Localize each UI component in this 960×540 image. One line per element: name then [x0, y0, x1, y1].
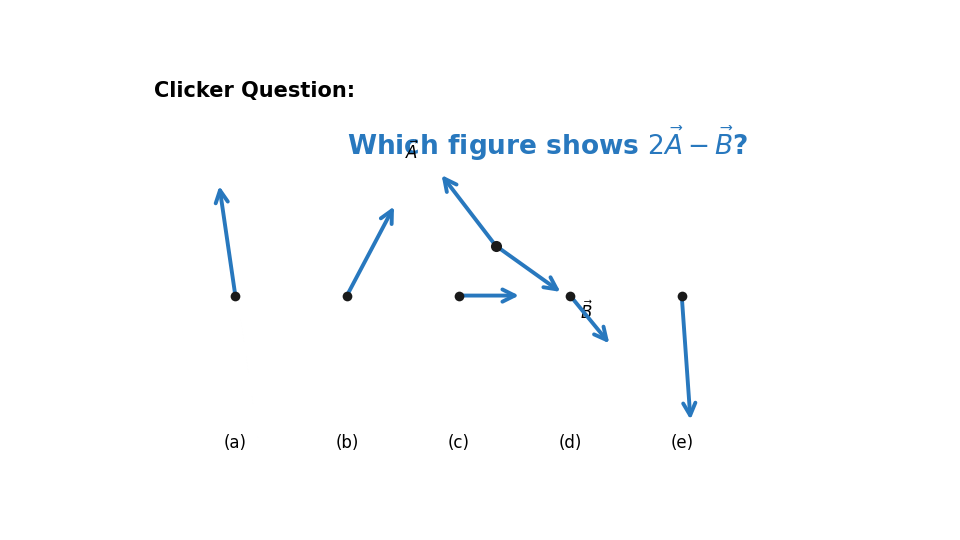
Text: $\vec{B}$: $\vec{B}$	[580, 301, 593, 323]
Text: (d): (d)	[559, 434, 582, 452]
Text: (c): (c)	[447, 434, 469, 452]
Text: (a): (a)	[224, 434, 247, 452]
Text: Clicker Question:: Clicker Question:	[155, 82, 355, 102]
Text: (e): (e)	[670, 434, 693, 452]
Text: Which figure shows $2\vec{A} - \vec{B}$?: Which figure shows $2\vec{A} - \vec{B}$?	[347, 125, 749, 164]
Text: (b): (b)	[335, 434, 359, 452]
Text: $\vec{A}$: $\vec{A}$	[404, 141, 419, 164]
